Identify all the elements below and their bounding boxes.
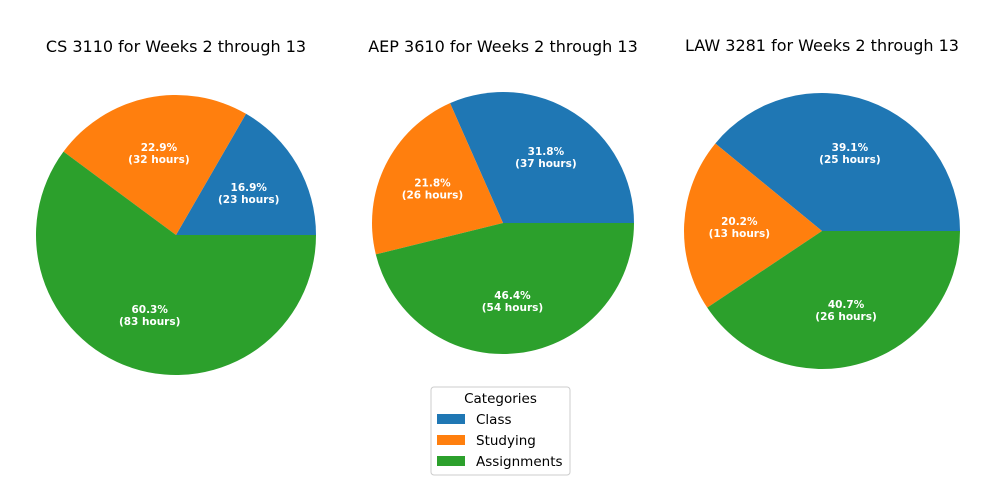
pie-slice-assignments: [707, 231, 960, 370]
legend-swatch-class: [437, 414, 465, 424]
slice-label-studying: 22.9% (32 hours): [128, 142, 189, 166]
pie-slice-class: [176, 113, 316, 235]
legend: Categories Class Studying Assignments: [430, 386, 571, 476]
legend-label-class: Class: [476, 412, 512, 428]
slice-label-assignments: 40.7% (26 hours): [815, 299, 876, 323]
pie-slice-studying: [63, 95, 247, 235]
pie-slice-studying: [684, 143, 822, 308]
legend-title: Categories: [464, 391, 537, 407]
slice-label-class: 31.8% (37 hours): [515, 146, 576, 170]
pie-slice-assignments: [375, 223, 634, 354]
pie-slice-class: [450, 92, 634, 223]
slice-label-studying: 21.8% (26 hours): [402, 177, 463, 201]
slice-label-class: 16.9% (23 hours): [218, 182, 279, 206]
pie-aep3610: 31.8% (37 hours) 21.8% (26 hours) 46.4% (54 h…: [372, 92, 634, 354]
legend-label-assignments: Assignments: [476, 454, 563, 470]
legend-swatch-assignments: [437, 456, 465, 466]
chart-title-cs3110: CS 3110 for Weeks 2 through 13: [46, 37, 306, 56]
legend-swatch-studying: [437, 435, 465, 445]
pie-law3281: 39.1% (25 hours) 20.2% (13 hours) 40.7% (26 h…: [684, 93, 960, 370]
chart-title-law3281: LAW 3281 for Weeks 2 through 13: [685, 36, 959, 55]
pie-cs3110: 16.9% (23 hours) 22.9% (32 hours) 60.3% (83 h…: [35, 95, 316, 376]
legend-label-studying: Studying: [476, 433, 536, 449]
chart-title-aep3610: AEP 3610 for Weeks 2 through 13: [368, 37, 638, 56]
slice-label-class: 39.1% (25 hours): [819, 142, 880, 166]
slice-label-assignments: 46.4% (54 hours): [482, 290, 543, 314]
pie-slice-class: [715, 93, 960, 231]
slice-label-studying: 20.2% (13 hours): [709, 216, 770, 240]
slice-label-assignments: 60.3% (83 hours): [119, 304, 180, 328]
pie-slice-assignments: [35, 151, 316, 376]
pie-slice-studying: [372, 103, 503, 255]
legend-frame: [430, 386, 571, 476]
